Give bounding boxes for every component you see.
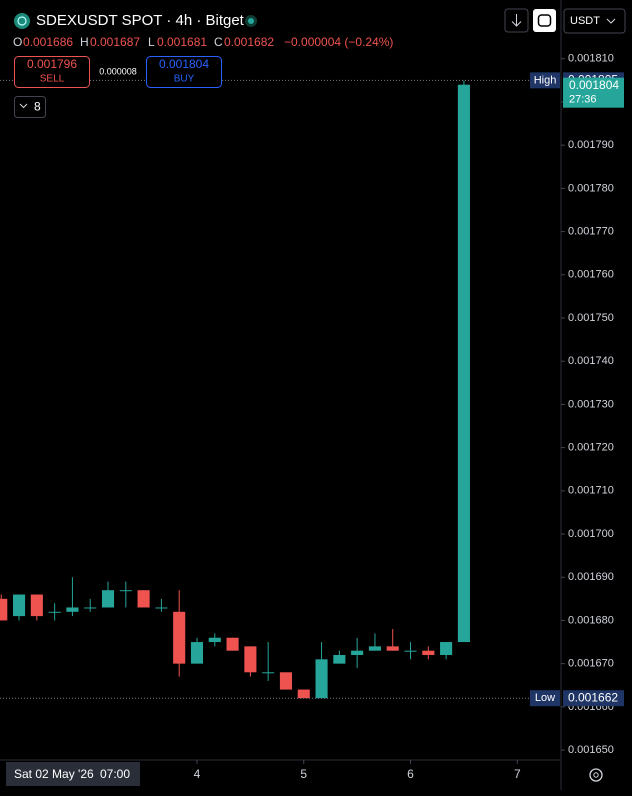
symbol-icon xyxy=(17,16,27,26)
cursor-date: Sat 02 May '26 xyxy=(14,767,94,781)
y-tick-label: 0.001740 xyxy=(568,355,614,367)
candle-body xyxy=(368,646,381,651)
candle-body xyxy=(101,590,115,608)
x-tick-label: 5 xyxy=(300,767,307,781)
candle-body xyxy=(84,607,97,609)
y-tick-label: 0.001750 xyxy=(568,312,614,324)
y-tick-label: 0.001730 xyxy=(568,398,614,410)
y-tick-label: 0.001720 xyxy=(568,442,614,454)
symbol-icon xyxy=(14,13,30,29)
candle-body xyxy=(12,594,26,617)
candle-body xyxy=(333,655,346,664)
ohlc-value: 0.001682 xyxy=(224,35,274,49)
sell-label: SELL xyxy=(40,74,65,85)
price-marker-name: High xyxy=(534,74,557,86)
y-tick-label: 0.001690 xyxy=(568,571,614,583)
y-tick-label: 0.001760 xyxy=(568,269,614,281)
candle-body xyxy=(262,672,275,674)
y-tick-label: 0.001810 xyxy=(568,53,614,65)
sell-price: 0.001796 xyxy=(27,57,77,71)
y-tick-label: 0.001790 xyxy=(568,139,614,151)
candle-body xyxy=(155,607,168,609)
countdown: 27:36 xyxy=(569,94,597,106)
currency-label: USDT xyxy=(570,15,600,27)
settings-button[interactable] xyxy=(589,768,603,782)
buy-price: 0.001804 xyxy=(159,57,209,71)
ohlc-value: 0.001686 xyxy=(23,35,73,49)
candle-body xyxy=(297,689,310,699)
indicators-toggle[interactable] xyxy=(14,96,46,118)
settings-icon xyxy=(593,772,599,778)
price-marker-tag xyxy=(530,72,560,89)
candle-body xyxy=(0,598,8,621)
ohlc-label: L xyxy=(148,35,155,49)
spread: 0.000008 xyxy=(99,66,137,76)
refresh-button[interactable] xyxy=(533,9,556,32)
y-tick-label: 0.001710 xyxy=(568,485,614,497)
time-axis: 4 5 6 7 xyxy=(194,760,521,781)
ohlc-value: 0.001687 xyxy=(90,35,140,49)
status-dot xyxy=(248,18,254,24)
candle-body xyxy=(457,84,470,643)
y-tick-label: 0.001680 xyxy=(568,614,614,626)
candle-body xyxy=(226,637,239,651)
cursor-time-label xyxy=(6,762,140,786)
price-axis: 0.0016500.0016600.0016700.0016800.001690… xyxy=(561,53,614,756)
candle-body xyxy=(279,672,293,690)
currency-select[interactable] xyxy=(563,8,626,34)
y-tick-label: 0.001700 xyxy=(568,528,614,540)
price-marker-tag xyxy=(530,690,560,707)
price-marker-value: 0.001662 xyxy=(568,690,618,704)
ohlc-label: H xyxy=(80,35,89,49)
indicators-count: 8 xyxy=(34,100,41,114)
candle-body xyxy=(208,637,221,643)
price-marker-name: Low xyxy=(535,692,555,704)
y-tick-label: 0.001770 xyxy=(568,225,614,237)
buy-button[interactable] xyxy=(146,56,222,88)
chevron-icon xyxy=(19,103,28,109)
current-price-box xyxy=(563,77,624,108)
candle-body xyxy=(440,642,453,656)
candle-body xyxy=(315,659,328,699)
current-price-value: 0.001804 xyxy=(569,78,619,92)
candle-body xyxy=(173,611,186,664)
symbol-title[interactable]: SDEXUSDT SPOT · 4h · Bitget xyxy=(36,12,245,29)
ohlc-label: C xyxy=(214,35,223,49)
candle-body xyxy=(190,642,204,664)
x-tick-label: 7 xyxy=(514,767,521,781)
cursor-time: 07:00 xyxy=(100,767,130,781)
ohlc-change: −0.000004 (−0.24%) xyxy=(284,35,393,49)
candle-body xyxy=(244,646,257,673)
candle-body xyxy=(119,590,132,592)
y-tick-label: 0.001670 xyxy=(568,658,614,670)
buy-label: BUY xyxy=(174,74,195,85)
candle-body xyxy=(30,594,43,617)
price-marker-box xyxy=(563,690,624,707)
candle-body xyxy=(137,590,150,608)
candle-body xyxy=(48,611,61,613)
candle-body xyxy=(351,650,364,656)
dropdown-icon xyxy=(606,18,616,24)
sell-button[interactable] xyxy=(14,56,90,88)
candle-body xyxy=(66,607,79,612)
ohlc-value: 0.001681 xyxy=(157,35,207,49)
x-tick-label: 4 xyxy=(194,767,201,781)
ohlc-label: O xyxy=(13,35,22,49)
plot-area xyxy=(0,79,560,699)
scroll-icon xyxy=(511,14,522,27)
y-tick-label: 0.001780 xyxy=(568,182,614,194)
candle-body xyxy=(422,650,435,656)
candle-body xyxy=(386,646,399,651)
candle-body xyxy=(404,650,417,652)
refresh-icon xyxy=(537,14,552,27)
x-tick-label: 6 xyxy=(407,767,414,781)
y-tick-label: 0.001650 xyxy=(568,744,614,756)
